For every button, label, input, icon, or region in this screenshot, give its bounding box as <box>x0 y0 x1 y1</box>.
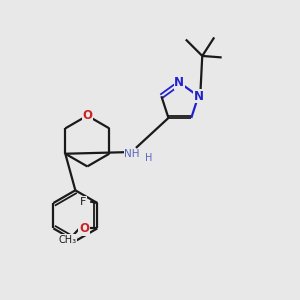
Text: CH₃: CH₃ <box>58 235 76 245</box>
Text: O: O <box>82 109 92 122</box>
Text: F: F <box>80 196 86 206</box>
Text: H: H <box>145 153 152 163</box>
Text: N: N <box>174 76 184 89</box>
Text: O: O <box>79 222 89 235</box>
Text: N: N <box>194 90 204 103</box>
Text: NH: NH <box>124 149 140 160</box>
